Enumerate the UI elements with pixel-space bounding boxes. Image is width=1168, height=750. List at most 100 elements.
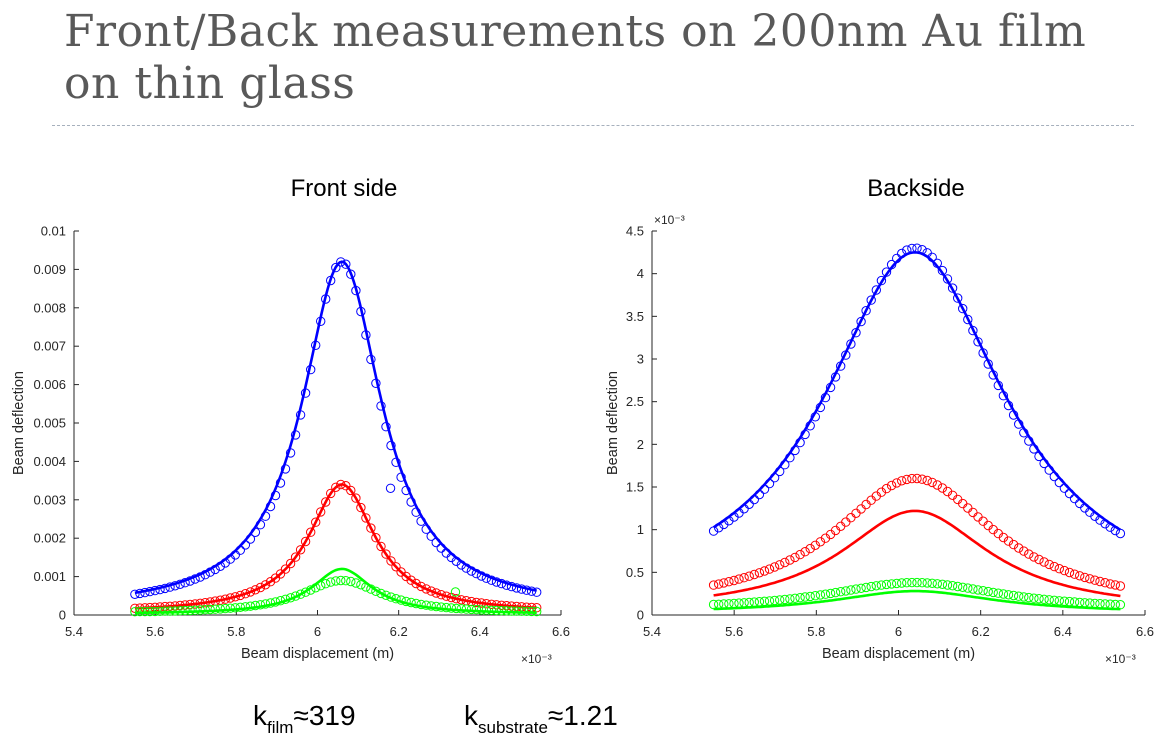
data-point [491,600,502,610]
data-point [922,578,932,588]
y-tick-label: 0 [637,608,644,623]
k-film-symbol: k [253,700,267,731]
data-point [265,598,276,608]
data-point [235,590,246,601]
y-tick-label: 3.5 [626,309,644,324]
data-point [958,582,968,592]
data-point [185,605,195,616]
data-point [391,594,401,604]
data-point [190,605,200,615]
data-point [958,303,968,314]
data-point [973,585,983,595]
k-film-formula: kfilm≈319 [253,700,356,738]
data-point [963,583,973,593]
y-tick-label: 1 [637,522,644,537]
data-point [1044,559,1054,570]
data-point [300,536,311,547]
data-point [764,564,775,574]
data-point [255,600,266,610]
data-point [346,269,356,279]
data-point [185,576,195,586]
data-point [386,556,396,566]
data-point [1003,536,1014,546]
data-point [285,448,296,458]
data-point [790,552,800,563]
fit-line [134,483,537,610]
x-axis-label: Beam displacement (m) [822,646,975,662]
data-point [230,603,241,613]
data-point [160,583,170,594]
data-point [255,520,266,530]
data-point [1049,561,1059,572]
data-point [486,599,497,609]
data-point [526,586,537,596]
data-point [830,587,841,598]
data-point [937,483,948,493]
data-point [240,602,251,612]
data-point [496,600,507,610]
data-point [501,601,512,611]
data-point [386,440,396,451]
slide-title: Front/Back measurements on 200nm Au film… [64,6,1087,109]
data-point [769,595,780,606]
data-point [1003,400,1014,411]
data-point [391,457,401,468]
data-point [881,267,892,277]
data-point [532,587,542,597]
data-point [421,584,431,594]
x-tick-label: 5.8 [227,624,245,639]
data-point [1064,596,1075,607]
data-point [759,484,770,494]
data-point [1008,539,1019,550]
data-point [886,480,897,491]
data-point [871,581,881,591]
data-point [175,579,185,589]
data-point [708,580,719,590]
data-point [998,589,1009,599]
data-point [1110,599,1120,610]
data-point [451,594,461,604]
data-point [225,603,236,613]
y-tick-label: 2.5 [626,394,644,409]
y-tick-label: 4.5 [626,224,644,239]
data-point [790,445,800,456]
data-point [411,507,421,517]
data-point [754,597,765,607]
data-point [912,577,922,588]
data-point [356,580,366,590]
data-point [260,599,271,609]
data-point [1115,600,1126,610]
data-point [871,285,881,295]
data-point [714,579,724,589]
data-point [1100,578,1110,588]
y-tick-label: 4 [637,266,644,281]
data-point [456,560,466,570]
data-point [486,605,497,615]
data-point [754,568,765,578]
backside-chart-title: Backside [867,175,965,202]
data-point [764,596,775,606]
data-point [331,576,341,586]
data-point [441,591,451,601]
data-point [1115,528,1126,539]
fit-line [713,509,1121,598]
data-point [431,588,441,598]
data-point [892,478,902,488]
fit-line [134,260,537,595]
data-point [795,549,805,560]
data-point [205,567,215,577]
data-point [841,517,851,527]
fit-line [713,589,1121,611]
data-point [785,594,795,604]
data-point [446,603,456,613]
data-point [724,577,734,587]
x-tick-label: 5.4 [643,624,661,639]
data-point [411,578,421,589]
data-point [1095,576,1105,587]
data-point [195,572,205,582]
backside-chart: 5.4 5.6 5.8 6 6.2 6.4 6.6 0 0.5 1 1.5 2 2.5 3 3.5 4 4.5 B… [605,213,1154,666]
data-point [356,306,366,317]
data-point [471,568,482,579]
data-point [230,592,241,602]
data-point [775,466,785,477]
